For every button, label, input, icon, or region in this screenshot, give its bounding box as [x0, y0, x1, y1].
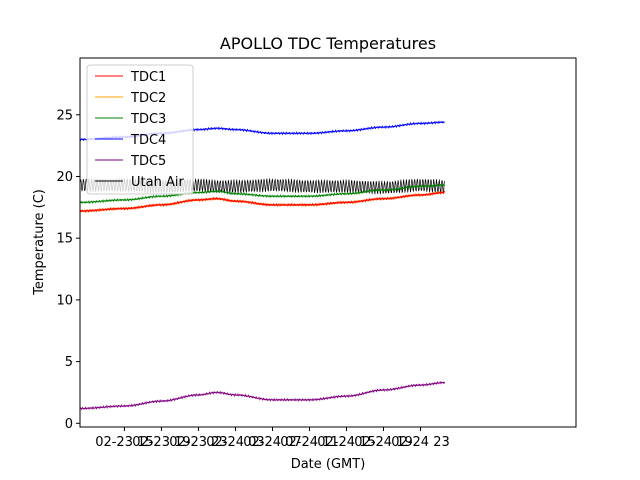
- series-line-tdc3: [79, 183, 445, 204]
- legend-label: TDC3: [130, 112, 166, 127]
- chart-title: APOLLO TDC Temperatures: [220, 34, 436, 53]
- y-tick-label: 20: [56, 170, 73, 185]
- legend-label: Utah Air: [131, 175, 184, 190]
- x-tick-label: 02-24 23: [391, 435, 449, 450]
- y-axis: 0 5 10 15 20 25: [56, 108, 80, 432]
- y-tick-label: 10: [56, 293, 73, 308]
- legend-label: TDC1: [130, 70, 166, 85]
- x-tick-label: 02-24 19: [354, 435, 412, 450]
- y-tick-label: 0: [65, 417, 73, 432]
- y-tick-label: 25: [56, 108, 73, 123]
- y-axis-label: Temperature (C): [32, 189, 47, 296]
- legend-label: TDC5: [130, 154, 166, 169]
- x-tick-label: 02-24 07: [243, 435, 301, 450]
- legend: TDC1 TDC2 TDC3 TDC4 TDC5 Utah Air: [86, 64, 194, 195]
- x-tick-label: 02-24 15: [317, 435, 375, 450]
- legend-label: TDC2: [130, 91, 166, 106]
- x-tick-label: 02-23 15: [95, 435, 153, 450]
- series-line-tdc5: [79, 380, 446, 411]
- x-tick-label: 02-23 23: [169, 435, 227, 450]
- x-tick-label: 02-24 11: [280, 435, 338, 450]
- series-line-tdc1: [79, 190, 445, 213]
- x-tick-label: 02-24 03: [206, 435, 264, 450]
- x-tick-label: 02-23 19: [132, 435, 190, 450]
- plot-frame: [79, 57, 577, 428]
- x-axis-label: Date (GMT): [291, 457, 366, 472]
- legend-label: TDC4: [130, 133, 166, 148]
- y-tick-label: 5: [65, 355, 73, 370]
- y-tick-label: 15: [56, 232, 73, 247]
